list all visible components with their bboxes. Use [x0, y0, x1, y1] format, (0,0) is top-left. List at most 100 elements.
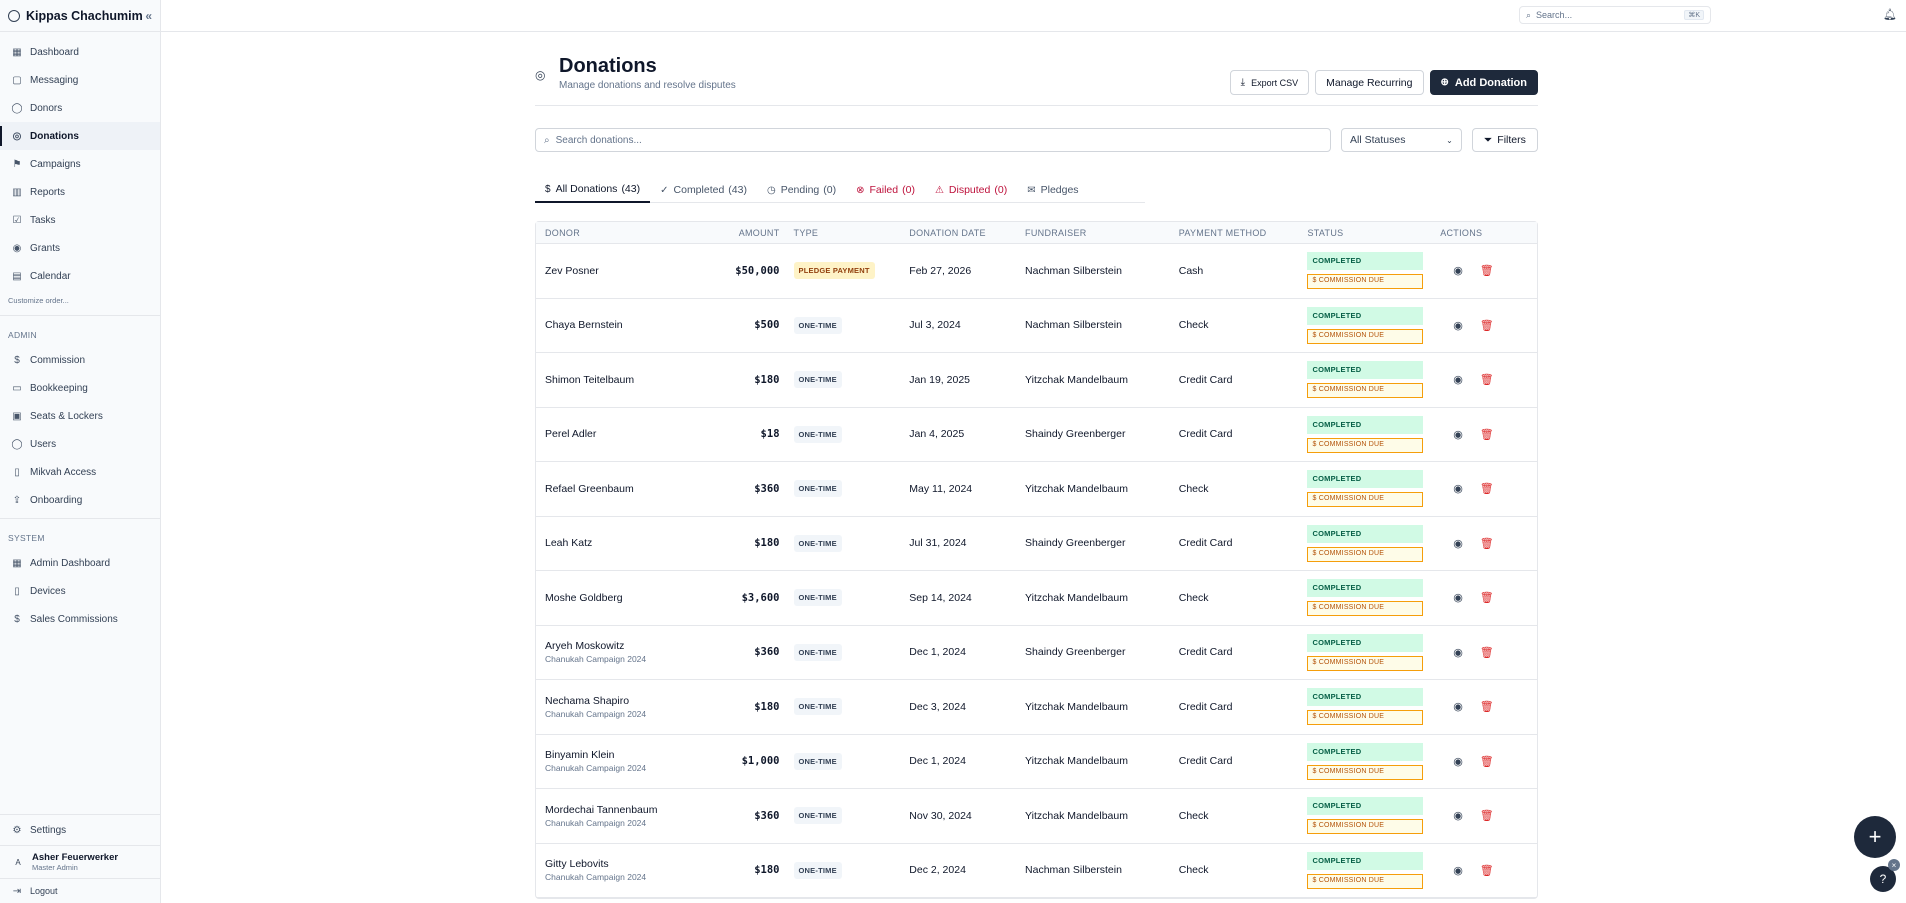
- table-row[interactable]: Perel Adler $18 ONE-TIME Jan 4, 2025 Shaindy…: [536, 408, 1537, 462]
- donor-name[interactable]: Mordechai Tannenbaum: [545, 803, 658, 816]
- delete-trash-icon[interactable]: 🗑︎: [1479, 374, 1494, 387]
- table-row[interactable]: Binyamin Klein Chanukah Campaign 2024 $1,0…: [536, 735, 1537, 789]
- search-input[interactable]: ⌕ Search donations...: [535, 128, 1331, 152]
- tab-failed[interactable]: ⊗ Failed (0): [846, 177, 925, 203]
- floating-add-button[interactable]: +: [1854, 816, 1896, 858]
- collapse-sidebar-icon[interactable]: «: [145, 8, 152, 23]
- table-row[interactable]: Mordechai Tannenbaum Chanukah Campaign 20…: [536, 789, 1537, 844]
- donor-name[interactable]: Gitty Lebovits: [545, 858, 609, 871]
- sidebar-item-settings[interactable]: ⚙ Settings: [0, 815, 160, 845]
- delete-trash-icon[interactable]: 🗑︎: [1479, 319, 1494, 332]
- donor-name[interactable]: Binyamin Klein: [545, 749, 615, 762]
- sidebar-item-donors[interactable]: ◯ Donors: [0, 94, 160, 122]
- type-badge: ONE-TIME: [793, 861, 842, 879]
- view-eye-icon[interactable]: ◉: [1453, 428, 1463, 441]
- fundraiser: Nachman Silberstein: [1025, 319, 1122, 332]
- sidebar-item-label: Settings: [30, 824, 67, 836]
- view-eye-icon[interactable]: ◉: [1453, 755, 1463, 768]
- manage-recurring-button[interactable]: Manage Recurring: [1315, 70, 1424, 95]
- donor-cell: Moshe Goldberg: [536, 592, 711, 604]
- table-row[interactable]: Moshe Goldberg $3,600 ONE-TIME Sep 14, 2024…: [536, 571, 1537, 626]
- amount-cell: $360: [711, 646, 782, 658]
- view-eye-icon[interactable]: ◉: [1453, 483, 1463, 496]
- table-row[interactable]: Gitty Lebovits Chanukah Campaign 2024 $180…: [536, 844, 1537, 898]
- logout-button[interactable]: ⇥ Logout: [0, 879, 160, 903]
- sidebar-item-onboarding[interactable]: ⇪ Onboarding: [0, 486, 160, 514]
- sidebar-item-sales-commissions[interactable]: $ Sales Commissions: [0, 605, 160, 633]
- donor-name[interactable]: Shimon Teitelbaum: [545, 373, 635, 386]
- sidebar-item-reports[interactable]: ▥ Reports: [0, 178, 160, 206]
- user-card[interactable]: A Asher Feuerwerker Master Admin: [0, 845, 160, 879]
- donor-name[interactable]: Zev Posner: [545, 264, 599, 277]
- donor-name[interactable]: Nechama Shapiro: [545, 694, 630, 707]
- donor-name[interactable]: Chaya Bernstein: [545, 319, 623, 332]
- add-donation-button[interactable]: ⊕ Add Donation: [1429, 70, 1538, 95]
- delete-trash-icon[interactable]: 🗑︎: [1479, 265, 1494, 278]
- sidebar-item-seats-lockers[interactable]: ▣ Seats & Lockers: [0, 402, 160, 430]
- bell-icon[interactable]: 🔔︎: [1883, 9, 1897, 21]
- status-cell: COMPLETED $ COMMISSION DUE: [1307, 252, 1440, 290]
- table-row[interactable]: Chaya Bernstein $500 ONE-TIME Jul 3, 2024 Na…: [536, 299, 1537, 353]
- view-eye-icon[interactable]: ◉: [1453, 701, 1463, 714]
- tab-pledges[interactable]: ✉ Pledges: [1017, 177, 1092, 203]
- view-eye-icon[interactable]: ◉: [1453, 374, 1463, 387]
- delete-trash-icon[interactable]: 🗑︎: [1479, 592, 1494, 605]
- delete-trash-icon[interactable]: 🗑︎: [1479, 646, 1494, 659]
- sidebar-item-messaging[interactable]: ▢ Messaging: [0, 66, 160, 94]
- delete-trash-icon[interactable]: 🗑︎: [1479, 755, 1494, 768]
- sidebar-item-donations[interactable]: ◎ Donations: [0, 122, 160, 150]
- table-row[interactable]: Aryeh Moskowitz Chanukah Campaign 2024 $36…: [536, 626, 1537, 680]
- donor-name[interactable]: Leah Katz: [545, 537, 593, 550]
- view-eye-icon[interactable]: ◉: [1453, 319, 1463, 332]
- sidebar-item-devices[interactable]: ▯ Devices: [0, 577, 160, 605]
- donor-name[interactable]: Perel Adler: [545, 428, 597, 441]
- sidebar-item-calendar[interactable]: ▤ Calendar: [0, 262, 160, 290]
- donor-name[interactable]: Refael Greenbaum: [545, 482, 634, 495]
- sidebar-item-grants[interactable]: ◉ Grants: [0, 234, 160, 262]
- delete-trash-icon[interactable]: 🗑︎: [1479, 810, 1494, 823]
- global-search[interactable]: ⌕ Search... ⌘K: [1519, 6, 1711, 24]
- seats-lockers-icon: ▣: [12, 410, 22, 422]
- filters-button[interactable]: ⏷ Filters: [1471, 128, 1538, 152]
- tab-completed[interactable]: ✓ Completed (43): [650, 177, 757, 203]
- view-eye-icon[interactable]: ◉: [1453, 810, 1463, 823]
- sidebar-item-dashboard[interactable]: ▦ Dashboard: [0, 38, 160, 66]
- tab-pending[interactable]: ◷ Pending (0): [757, 177, 846, 203]
- sidebar-item-tasks[interactable]: ☑ Tasks: [0, 206, 160, 234]
- sidebar-item-label: Calendar: [30, 270, 71, 282]
- sidebar-item-commission[interactable]: $ Commission: [0, 346, 160, 374]
- view-eye-icon[interactable]: ◉: [1453, 265, 1463, 278]
- tab-disputed[interactable]: ⚠ Disputed (0): [925, 177, 1017, 203]
- donor-name[interactable]: Moshe Goldberg: [545, 591, 623, 604]
- sidebar-item-admin-dashboard[interactable]: ▦ Admin Dashboard: [0, 549, 160, 577]
- type-cell: ONE-TIME: [782, 752, 910, 770]
- sidebar-item-mikvah-access[interactable]: ▯ Mikvah Access: [0, 458, 160, 486]
- view-eye-icon[interactable]: ◉: [1453, 592, 1463, 605]
- status-select[interactable]: All Statuses ⌄: [1341, 128, 1462, 152]
- sidebar-item-bookkeeping[interactable]: ▭ Bookkeeping: [0, 374, 160, 402]
- delete-trash-icon[interactable]: 🗑︎: [1479, 701, 1494, 714]
- mikvah-access-icon: ▯: [14, 466, 20, 478]
- actions-cell: ◉ 🗑︎: [1440, 264, 1537, 277]
- sidebar-item-label: Seats & Lockers: [30, 410, 103, 422]
- donor-name[interactable]: Aryeh Moskowitz: [545, 640, 625, 653]
- table-row[interactable]: Leah Katz $180 ONE-TIME Jul 31, 2024 Shaindy…: [536, 517, 1537, 571]
- view-eye-icon[interactable]: ◉: [1453, 646, 1463, 659]
- delete-trash-icon[interactable]: 🗑︎: [1479, 483, 1494, 496]
- view-eye-icon[interactable]: ◉: [1453, 864, 1463, 877]
- table-row[interactable]: Nechama Shapiro Chanukah Campaign 2024 $18…: [536, 680, 1537, 735]
- tab-all-donations[interactable]: $ All Donations (43): [535, 177, 651, 203]
- close-icon[interactable]: ×: [1888, 859, 1900, 871]
- table-row[interactable]: Zev Posner $50,000 PLEDGE PAYMENT Feb 27, 2…: [536, 244, 1537, 299]
- view-eye-icon[interactable]: ◉: [1453, 537, 1463, 550]
- delete-trash-icon[interactable]: 🗑︎: [1479, 537, 1494, 550]
- sidebar-item-campaigns[interactable]: ⚑ Campaigns: [0, 150, 160, 178]
- sidebar-item-users[interactable]: ◯ Users: [0, 430, 160, 458]
- delete-trash-icon[interactable]: 🗑︎: [1479, 428, 1494, 441]
- export-csv-button[interactable]: ⤓ Export CSV: [1229, 70, 1310, 95]
- table-row[interactable]: Shimon Teitelbaum $180 ONE-TIME Jan 19, 202…: [536, 353, 1537, 408]
- delete-trash-icon[interactable]: 🗑︎: [1479, 864, 1494, 877]
- table-row[interactable]: Refael Greenbaum $360 ONE-TIME May 11, 2024…: [536, 462, 1537, 517]
- customize-order-link[interactable]: Customize order...: [0, 290, 160, 316]
- user-name: Asher Feuerwerker: [32, 852, 119, 863]
